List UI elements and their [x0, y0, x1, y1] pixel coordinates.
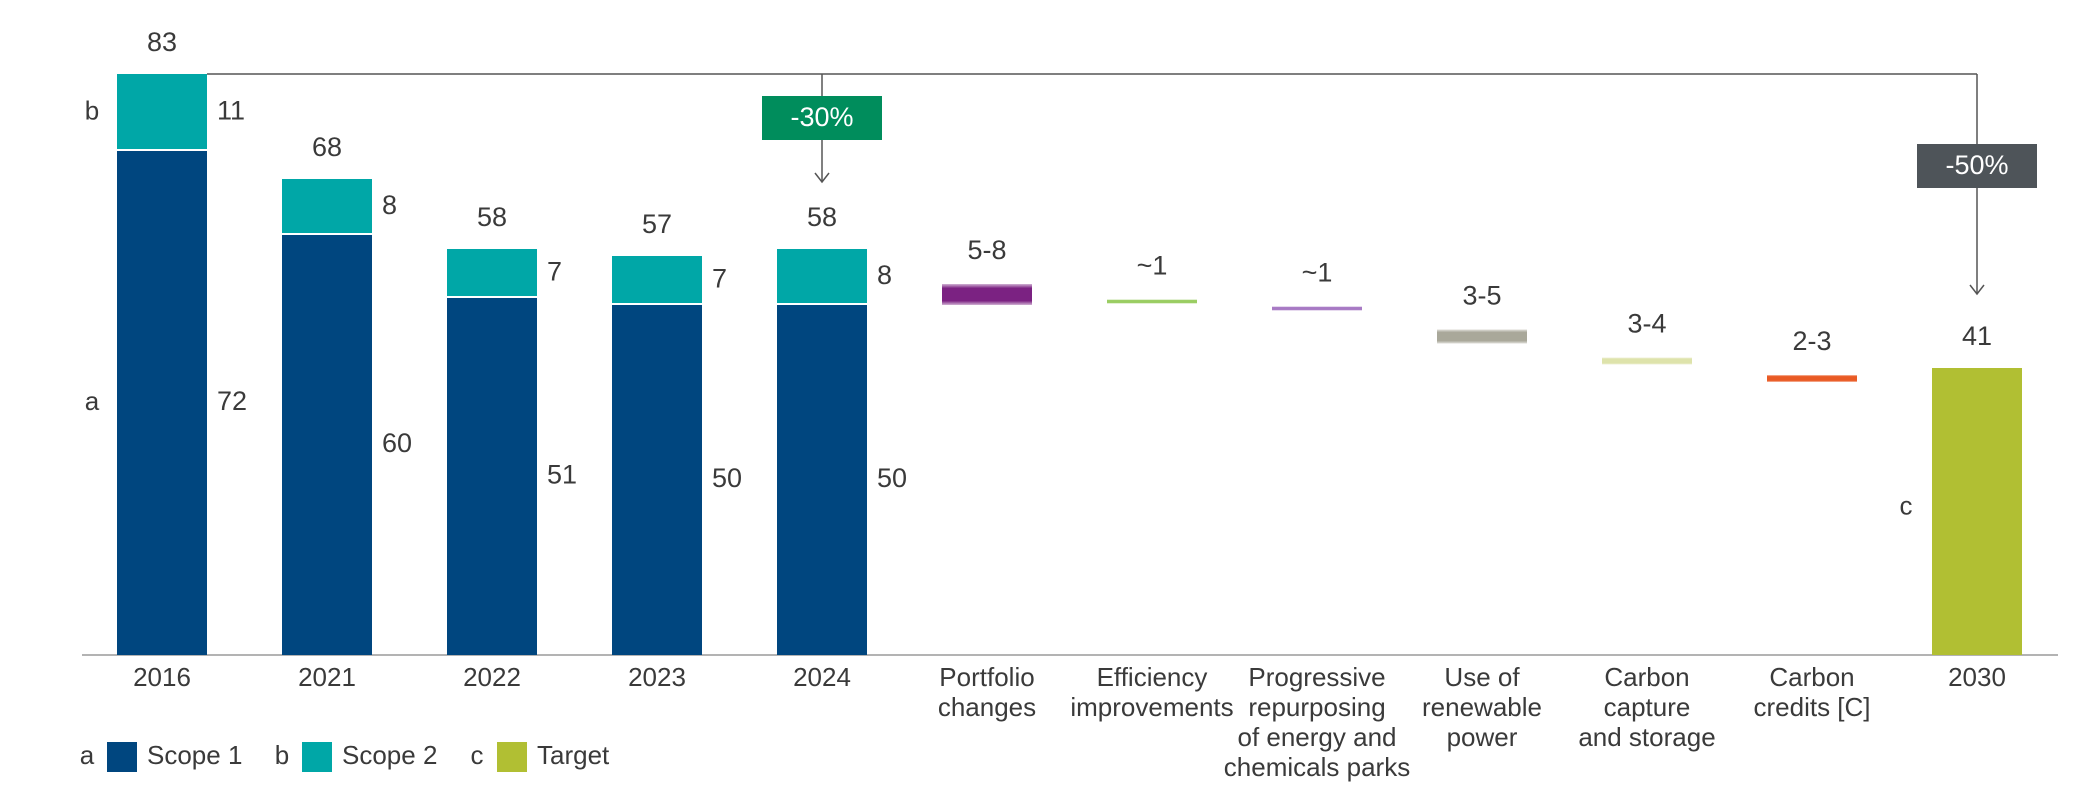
scope1-value-label-2016: 72 [217, 386, 247, 416]
x-tick-label-lever-2-line-2: of energy and [1237, 722, 1396, 752]
x-tick-label-lever-2-line-3: chemicals parks [1224, 752, 1410, 782]
x-tick-label-lever-1-line-0: Efficiency [1097, 662, 1208, 692]
x-tick-label-lever-5-line-0: Carbon [1769, 662, 1854, 692]
lever-value-label-5: 2-3 [1792, 326, 1831, 356]
lever-bar-1 [1107, 299, 1197, 304]
annotation-label-2030: -50% [1945, 150, 2008, 180]
scope2-bar-2021 [282, 179, 372, 233]
annotation-box-2030 [1917, 144, 2037, 188]
legend-label-b: Scope 2 [342, 740, 437, 770]
x-tick-label-lever-1-line-1: improvements [1070, 692, 1233, 722]
scope1-value-label-2021: 60 [382, 428, 412, 458]
lever-value-label-4: 3-4 [1627, 309, 1666, 339]
x-tick-label-2021: 2021 [298, 662, 356, 692]
x-tick-label-lever-0-line-1: changes [938, 692, 1036, 722]
scope1-value-label-2022: 51 [547, 460, 577, 490]
annotation-box-2024 [762, 96, 882, 140]
lever-value-label-2: ~1 [1302, 258, 1333, 288]
x-tick-label-lever-4-line-1: capture [1604, 692, 1691, 722]
scope2-value-label-2022: 7 [547, 257, 562, 287]
lever-bar-2 [1272, 306, 1362, 311]
x-tick-label-lever-3-line-0: Use of [1444, 662, 1520, 692]
scope1-value-label-2024: 50 [877, 463, 907, 493]
legend-label-a: Scope 1 [147, 740, 242, 770]
scope1-bar-2023 [612, 305, 702, 655]
x-tick-label-lever-4-line-0: Carbon [1604, 662, 1689, 692]
x-tick-label-lever-4-line-2: and storage [1578, 722, 1715, 752]
target-series-letter: c [1900, 490, 1913, 520]
legend-letter-a: a [80, 740, 95, 770]
annotation-arrowhead-2030 [1969, 284, 1985, 296]
x-tick-label-lever-2-line-0: Progressive [1248, 662, 1385, 692]
legend-swatch-b [302, 742, 332, 772]
x-tick-label-lever-2-line-1: repurposing [1248, 692, 1385, 722]
x-tick-label-2024: 2024 [793, 662, 851, 692]
total-label-2021: 68 [312, 132, 342, 162]
scope2-bar-2016 [117, 74, 207, 149]
x-tick-label-lever-3-line-1: renewable [1422, 692, 1542, 722]
annotation-label-2024: -30% [790, 102, 853, 132]
scope2-value-label-2024: 8 [877, 260, 892, 290]
scope2-value-label-2023: 7 [712, 264, 727, 294]
scope1-bar-2016 [117, 151, 207, 655]
scope2-bar-2023 [612, 256, 702, 303]
scope1-bar-2021 [282, 235, 372, 655]
total-label-2016: 83 [147, 27, 177, 57]
scope1-value-label-2023: 50 [712, 463, 742, 493]
lever-bar-4 [1602, 357, 1692, 365]
total-label-2023: 57 [642, 209, 672, 239]
x-tick-label-2023: 2023 [628, 662, 686, 692]
scope2-bar-2024 [777, 249, 867, 303]
scope2-series-letter: b [85, 95, 99, 125]
lever-value-label-1: ~1 [1137, 251, 1168, 281]
x-tick-label-lever-3-line-2: power [1447, 722, 1518, 752]
legend-swatch-c [497, 742, 527, 772]
lever-bar-3 [1437, 329, 1527, 344]
total-label-2024: 58 [807, 202, 837, 232]
scope2-value-label-2016: 11 [217, 96, 245, 126]
legend-letter-b: b [275, 740, 289, 770]
x-tick-label-lever-5-line-1: credits [C] [1753, 692, 1870, 722]
x-tick-label-lever-0-line-0: Portfolio [939, 662, 1034, 692]
legend-swatch-a [107, 742, 137, 772]
legend-label-c: Target [537, 740, 610, 770]
scope1-series-letter: a [85, 386, 100, 416]
lever-value-label-0: 5-8 [967, 235, 1006, 265]
x-tick-label-2030: 2030 [1948, 662, 2006, 692]
scope1-bar-2024 [777, 305, 867, 655]
total-label-2022: 58 [477, 202, 507, 232]
target-value-label: 41 [1962, 321, 1992, 351]
lever-bar-5 [1767, 375, 1857, 382]
target-bar [1932, 368, 2022, 655]
x-tick-label-2016: 2016 [133, 662, 191, 692]
scope2-value-label-2021: 8 [382, 190, 397, 220]
scope1-bar-2022 [447, 298, 537, 655]
lever-value-label-3: 3-5 [1462, 281, 1501, 311]
legend-letter-c: c [471, 740, 484, 770]
lever-bar-0 [942, 284, 1032, 305]
scope2-bar-2022 [447, 249, 537, 296]
annotation-arrowhead-2024 [814, 172, 830, 184]
x-tick-label-2022: 2022 [463, 662, 521, 692]
